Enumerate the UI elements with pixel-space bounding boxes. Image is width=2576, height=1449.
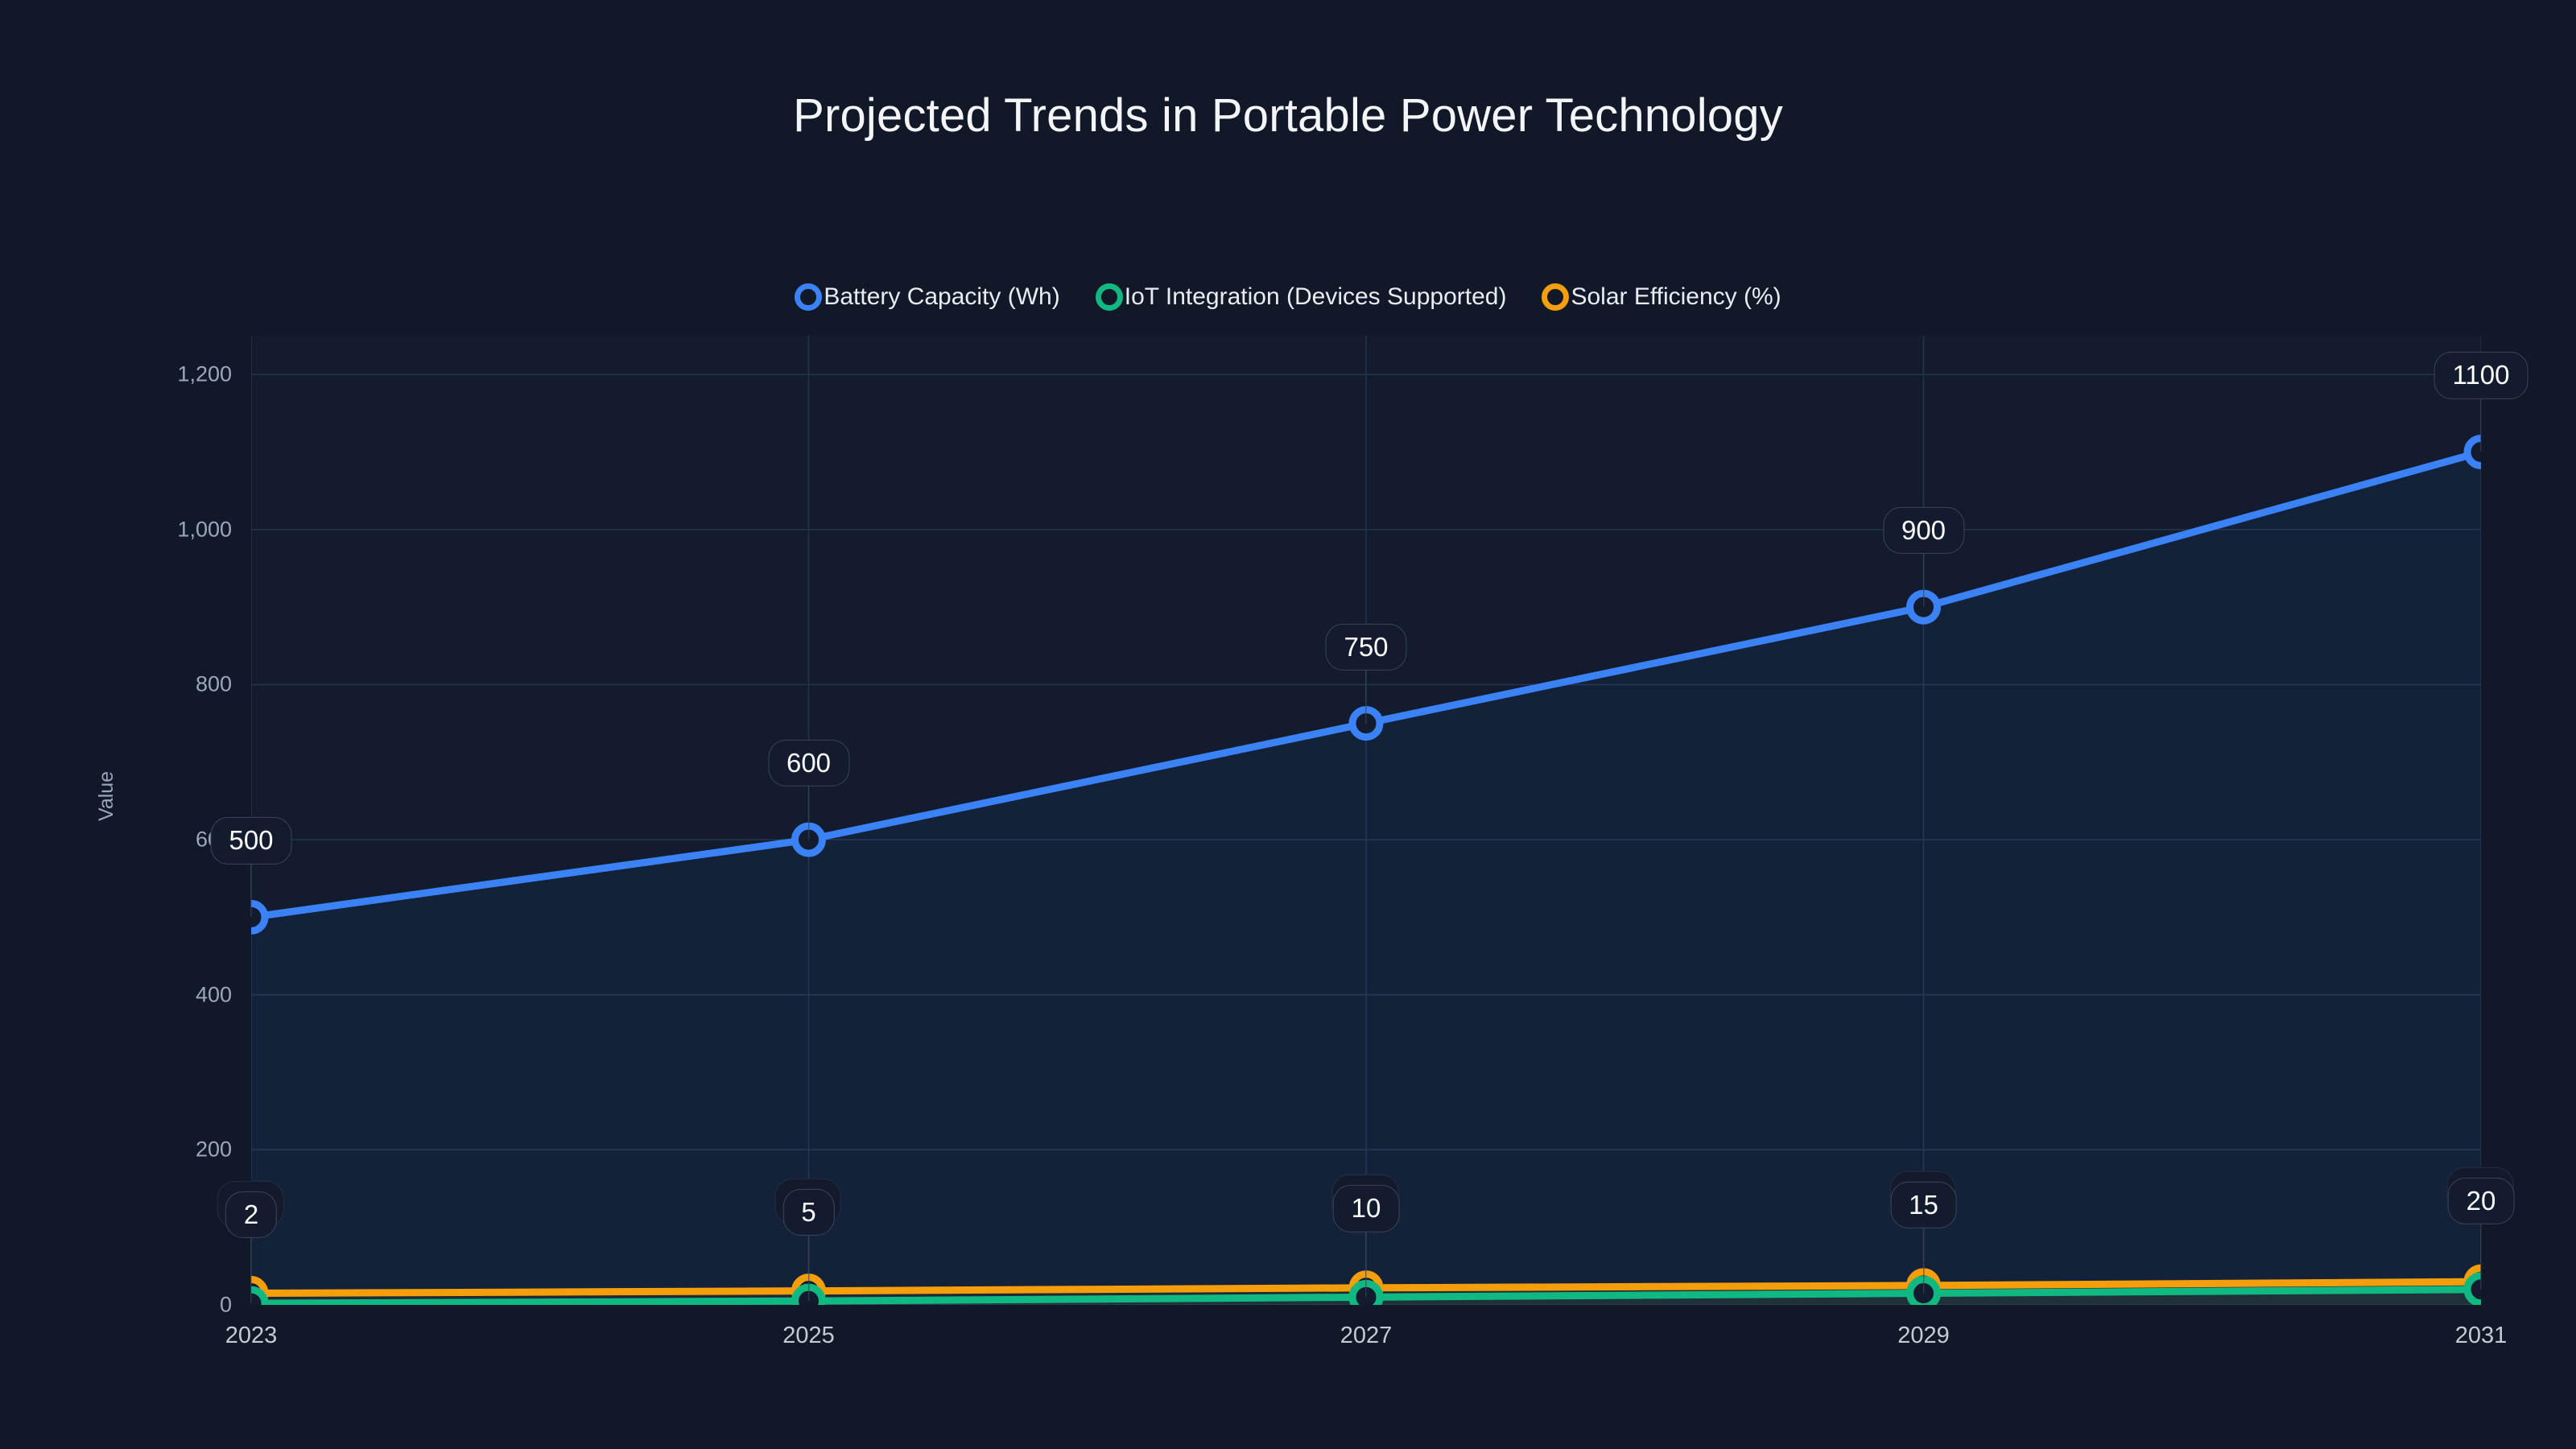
chart-legend: Battery Capacity (Wh) IoT Integration (D… (0, 283, 2576, 311)
data-label-connector (807, 763, 810, 840)
legend-label-iot-integration: IoT Integration (Devices Supported) (1124, 283, 1507, 310)
ring-marker-icon-battery (795, 283, 823, 311)
data-label-connector (1922, 530, 1925, 608)
data-label-connector (807, 1212, 810, 1302)
data-label-iot-2025: 5 (782, 1189, 835, 1236)
y-axis-tick-1000: 1,000 (177, 517, 232, 542)
data-label-battery-2027: 750 (1325, 623, 1407, 671)
y-axis-title: Value (95, 770, 118, 821)
x-axis-tick-2023: 2023 (225, 1323, 278, 1348)
legend-item-battery-capacity[interactable]: Battery Capacity (Wh) (795, 283, 1060, 311)
data-point-marker[interactable] (2463, 1272, 2481, 1305)
data-label-battery-2031: 1100 (2434, 352, 2529, 399)
data-label-connector (1365, 646, 1367, 724)
x-axis-tick-2031: 2031 (2454, 1323, 2508, 1348)
legend-label-solar-efficiency: Solar Efficiency (%) (1571, 283, 1781, 310)
data-label-battery-2029: 900 (1882, 506, 1965, 555)
data-label-iot-2029: 15 (1890, 1181, 1957, 1228)
data-label-iot-2031: 20 (2447, 1177, 2515, 1224)
plot-area (251, 336, 2481, 1305)
data-point-marker[interactable] (251, 899, 269, 935)
data-label-connector (1922, 1204, 1925, 1294)
data-label-connector (2480, 1200, 2482, 1290)
y-axis-tick-600: 600 (48, 828, 232, 852)
data-label-connector (2480, 375, 2482, 452)
data-label-battery-2025: 600 (767, 739, 850, 787)
data-label-connector (250, 1215, 252, 1304)
chart-title: Projected Trends in Portable Power Techn… (793, 89, 1783, 142)
y-axis-tick-800: 800 (195, 671, 232, 696)
x-axis-tick-2029: 2029 (1897, 1323, 1950, 1348)
legend-item-iot-integration[interactable]: IoT Integration (Devices Supported) (1095, 283, 1507, 311)
ring-marker-icon-solar (1542, 283, 1570, 311)
data-label-battery-2023: 500 (210, 817, 292, 865)
x-axis-tick-2025: 2025 (782, 1323, 835, 1348)
y-axis-tick-400: 400 (195, 982, 232, 1007)
plot-svg (251, 336, 2481, 1305)
legend-label-battery-capacity: Battery Capacity (Wh) (824, 283, 1060, 310)
data-label-connector (250, 840, 252, 918)
data-label-iot-2023: 2 (225, 1191, 278, 1239)
ring-marker-icon-iot (1095, 283, 1123, 311)
data-point-marker[interactable] (2463, 434, 2481, 469)
data-label-iot-2027: 10 (1332, 1185, 1400, 1232)
x-axis-tick-2027: 2027 (1340, 1323, 1393, 1348)
y-axis-tick-1200: 1,200 (177, 361, 232, 386)
y-axis-tick-0: 0 (219, 1292, 232, 1317)
legend-item-solar-efficiency[interactable]: Solar Efficiency (%) (1542, 283, 1781, 311)
y-axis-tick-200: 200 (195, 1137, 232, 1162)
data-point-marker[interactable] (251, 1286, 269, 1305)
data-label-connector (1365, 1208, 1367, 1298)
